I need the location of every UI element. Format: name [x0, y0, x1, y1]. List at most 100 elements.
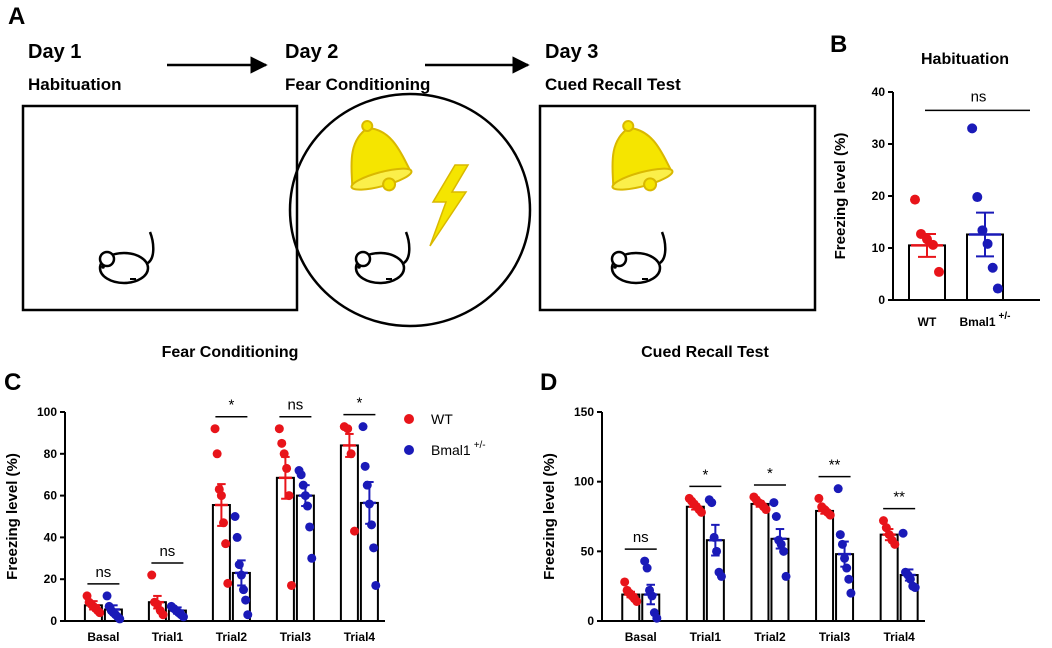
x-tick-label: Trial4: [344, 630, 376, 644]
data-point: [846, 588, 856, 598]
data-point: [274, 424, 284, 434]
data-point: [833, 484, 843, 494]
y-tick-label: 100: [37, 405, 57, 419]
x-tick-label: Trial2: [754, 630, 786, 644]
significance-label: **: [893, 489, 905, 506]
data-point: [286, 580, 296, 590]
superscript: +/-: [999, 311, 1011, 322]
y-tick-label: 30: [872, 137, 886, 151]
y-tick-label: 100: [574, 475, 594, 489]
chart-panel: D Cued Recall Test Freezing level (%) 0 50 10…: [540, 344, 925, 644]
x-tick-label: Trial4: [883, 630, 915, 644]
data-point: [296, 470, 306, 480]
data-point: [642, 563, 652, 573]
step-label: Cued Recall Test: [545, 75, 681, 94]
name: Bmal1: [960, 315, 996, 329]
data-point: [620, 577, 630, 587]
data-point: [221, 539, 231, 549]
data-point: [212, 449, 222, 459]
data-point: [842, 563, 852, 573]
significance-label: ns: [95, 564, 111, 581]
y-tick-label: 150: [574, 405, 594, 419]
data-point: [890, 539, 900, 549]
data-point: [350, 526, 359, 536]
data-point: [282, 463, 292, 473]
mouse-icon: [98, 230, 155, 285]
significance-label: ns: [633, 529, 649, 546]
panel-label: A: [8, 3, 25, 30]
data-point: [369, 543, 379, 553]
arena-circle: [288, 92, 532, 328]
panel-a: A Day 1 Habituation Day 2 Fear Condition…: [8, 3, 817, 328]
y-tick-label: 0: [878, 293, 885, 307]
significance-label: **: [829, 457, 841, 474]
y-tick-label: 20: [44, 572, 58, 586]
chart-title: Habituation: [921, 51, 1009, 68]
x-tick-label: Trial3: [280, 630, 312, 644]
data-point: [223, 578, 233, 588]
data-point: [987, 262, 998, 273]
data-point: [776, 539, 786, 549]
data-point: [652, 613, 662, 623]
y-tick-label: 80: [44, 447, 58, 461]
data-point: [898, 528, 908, 538]
significance-label: *: [356, 395, 362, 412]
y-tick-label: 50: [581, 544, 595, 558]
series-name: WT: [431, 411, 453, 427]
bell-icon: [334, 112, 416, 201]
y-axis-label: Freezing level (%): [4, 453, 21, 580]
data-point: [910, 583, 920, 593]
data-point: [277, 438, 287, 448]
series-name: Bmal1 +/-: [960, 311, 1011, 329]
data-point: [967, 123, 978, 134]
day-label: Day 3: [545, 41, 598, 63]
bar: [815, 509, 835, 622]
data-point: [910, 194, 920, 205]
data-point: [632, 596, 642, 606]
panel-label: D: [540, 369, 557, 396]
data-point: [716, 571, 726, 581]
data-point: [102, 591, 112, 601]
data-point: [844, 574, 854, 584]
significance-label: *: [702, 466, 708, 483]
x-tick-label: Trial1: [152, 630, 184, 644]
data-point: [835, 530, 845, 540]
series-name: Bmal1 +/-: [431, 440, 486, 458]
data-point: [647, 591, 657, 601]
data-point: [367, 520, 377, 530]
chart-title: Fear Conditioning: [162, 344, 299, 361]
y-tick-label: 10: [872, 241, 886, 255]
y-tick-label: 40: [44, 530, 58, 544]
data-point: [239, 585, 249, 595]
panel-label: C: [4, 369, 21, 396]
data-point: [371, 580, 381, 590]
panel-label: B: [830, 31, 847, 58]
y-tick-label: 20: [872, 189, 886, 203]
data-point: [360, 461, 370, 471]
x-tick-label: Basal: [87, 630, 119, 644]
superscript: +/-: [474, 440, 486, 451]
y-axis-label: Freezing level (%): [541, 453, 558, 580]
y-tick-label: 60: [44, 489, 58, 503]
bar: [685, 505, 705, 623]
x-tick-label: Trial3: [819, 630, 851, 644]
data-point: [992, 283, 1003, 294]
data-point: [781, 571, 791, 581]
significance-label: ns: [287, 397, 303, 414]
x-tick-label: Basal: [625, 630, 657, 644]
data-point: [769, 498, 779, 508]
name: Bmal1: [431, 442, 471, 458]
arena-box: [538, 104, 817, 312]
data-point: [878, 516, 888, 526]
bar: [750, 502, 770, 622]
data-point: [210, 424, 220, 434]
y-axis-label: Freezing level (%): [832, 133, 849, 260]
series-name: WT: [918, 315, 937, 329]
mouse-icon: [610, 230, 667, 285]
data-point: [234, 560, 244, 570]
legend-marker: [404, 414, 414, 424]
bell-icon: [595, 112, 677, 201]
mouse-icon: [354, 230, 411, 285]
data-point: [147, 570, 157, 580]
